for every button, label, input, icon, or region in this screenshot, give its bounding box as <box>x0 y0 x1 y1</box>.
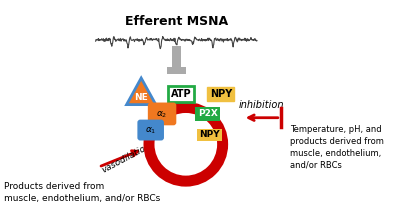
Text: Products derived from
muscle, endothelium, and/or RBCs: Products derived from muscle, endotheliu… <box>4 182 160 203</box>
Text: ATP: ATP <box>171 89 191 99</box>
FancyBboxPatch shape <box>167 67 186 74</box>
Circle shape <box>144 103 228 186</box>
FancyBboxPatch shape <box>172 46 181 69</box>
Text: NPY: NPY <box>199 130 220 139</box>
Text: $\alpha_2$: $\alpha_2$ <box>156 110 168 120</box>
Text: P2X: P2X <box>198 110 218 118</box>
Text: inhibition: inhibition <box>239 100 284 110</box>
Text: vasodilation: vasodilation <box>100 141 153 174</box>
FancyBboxPatch shape <box>148 103 176 125</box>
Circle shape <box>154 113 217 176</box>
Text: $\alpha_1$: $\alpha_1$ <box>145 126 156 136</box>
FancyBboxPatch shape <box>138 120 164 141</box>
Text: Temperature, pH, and
products derived from
muscle, endothelium,
and/or RBCs: Temperature, pH, and products derived fr… <box>290 125 384 170</box>
Text: Efferent MSNA: Efferent MSNA <box>125 15 228 28</box>
Polygon shape <box>127 78 156 105</box>
Text: NE: NE <box>134 93 148 102</box>
Text: NPY: NPY <box>210 89 232 99</box>
